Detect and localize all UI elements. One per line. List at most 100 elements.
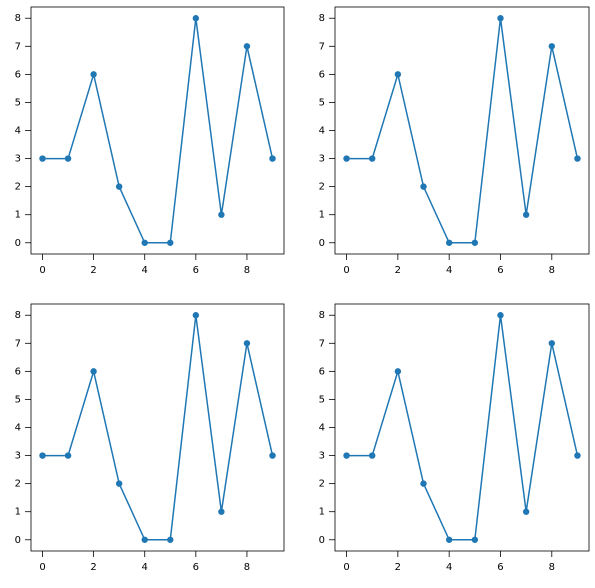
x-tick-label: 8 bbox=[244, 265, 250, 276]
x-tick-label: 2 bbox=[395, 265, 401, 276]
marker bbox=[522, 508, 530, 515]
marker bbox=[115, 480, 123, 487]
marker bbox=[64, 155, 72, 162]
marker bbox=[394, 71, 402, 78]
x-tick-label: 8 bbox=[244, 562, 250, 573]
line bbox=[42, 315, 274, 541]
y-tick-label: 2 bbox=[15, 182, 21, 193]
marker bbox=[369, 452, 376, 459]
y-tick-label: 6 bbox=[15, 69, 21, 80]
marker bbox=[90, 368, 97, 375]
y-tick-label: 5 bbox=[319, 97, 325, 108]
marker bbox=[218, 508, 225, 515]
marker bbox=[141, 536, 148, 543]
marker bbox=[420, 480, 427, 487]
x-tick-label: 6 bbox=[497, 562, 503, 573]
y-tick-label: 6 bbox=[319, 69, 325, 80]
y-tick-label: 0 bbox=[15, 535, 21, 546]
x-tick-label: 8 bbox=[549, 265, 555, 276]
y-tick-label: 1 bbox=[15, 210, 21, 221]
x-tick-label: 4 bbox=[446, 562, 452, 573]
y-tick-label: 8 bbox=[15, 310, 21, 321]
marker bbox=[548, 43, 555, 50]
x-tick-label: 4 bbox=[142, 562, 148, 573]
x-tick-label: 4 bbox=[142, 265, 148, 276]
y-tick-label: 7 bbox=[15, 41, 21, 52]
y-tick-label: 8 bbox=[319, 310, 325, 321]
marker bbox=[269, 452, 276, 459]
marker bbox=[369, 155, 376, 162]
x-tick-label: 0 bbox=[39, 265, 45, 276]
x-tick-label: 0 bbox=[39, 562, 45, 573]
y-tick-label: 6 bbox=[319, 366, 325, 377]
marker bbox=[192, 312, 200, 319]
y-tick-label: 5 bbox=[319, 394, 325, 405]
marker bbox=[269, 155, 276, 162]
marker bbox=[471, 536, 479, 543]
marker bbox=[394, 368, 402, 375]
marker bbox=[343, 155, 350, 162]
marker bbox=[167, 239, 174, 246]
marker bbox=[497, 312, 504, 319]
line bbox=[346, 18, 579, 244]
y-tick-label: 2 bbox=[319, 182, 325, 193]
x-tick-label: 6 bbox=[193, 562, 199, 573]
marker bbox=[192, 15, 200, 22]
y-tick-label: 5 bbox=[15, 97, 21, 108]
x-tick-label: 6 bbox=[497, 265, 503, 276]
y-tick-label: 3 bbox=[319, 154, 325, 165]
marker bbox=[115, 183, 123, 190]
y-tick-label: 0 bbox=[319, 238, 325, 249]
y-tick-label: 0 bbox=[319, 535, 325, 546]
y-tick-label: 1 bbox=[15, 507, 21, 518]
x-tick-label: 6 bbox=[193, 265, 199, 276]
marker bbox=[574, 452, 581, 459]
marker bbox=[64, 452, 72, 459]
marker bbox=[90, 71, 97, 78]
marker bbox=[141, 239, 148, 246]
y-tick-label: 6 bbox=[15, 366, 21, 377]
y-tick-label: 8 bbox=[319, 13, 325, 24]
y-tick-label: 7 bbox=[15, 338, 21, 349]
x-tick-label: 0 bbox=[343, 265, 349, 276]
y-tick-label: 3 bbox=[319, 451, 325, 462]
y-tick-label: 5 bbox=[15, 394, 21, 405]
marker bbox=[167, 536, 174, 543]
y-tick-label: 4 bbox=[15, 423, 21, 434]
marker bbox=[548, 340, 555, 347]
marker bbox=[420, 183, 427, 190]
line bbox=[346, 315, 579, 541]
y-tick-label: 7 bbox=[319, 338, 325, 349]
y-tick-label: 3 bbox=[15, 451, 21, 462]
x-tick-label: 2 bbox=[90, 562, 96, 573]
y-tick-label: 1 bbox=[319, 507, 325, 518]
x-tick-label: 2 bbox=[90, 265, 96, 276]
marker bbox=[243, 43, 251, 50]
y-tick-label: 8 bbox=[15, 13, 21, 24]
y-tick-label: 0 bbox=[15, 238, 21, 249]
marker bbox=[522, 211, 530, 218]
marker bbox=[243, 340, 251, 347]
marker bbox=[39, 452, 46, 459]
marker bbox=[471, 239, 479, 246]
marker bbox=[497, 15, 504, 22]
y-tick-label: 4 bbox=[319, 126, 325, 137]
y-tick-label: 2 bbox=[319, 479, 325, 490]
y-tick-label: 7 bbox=[319, 41, 325, 52]
marker bbox=[343, 452, 350, 459]
marker bbox=[574, 155, 581, 162]
y-tick-label: 4 bbox=[319, 423, 325, 434]
y-tick-label: 2 bbox=[15, 479, 21, 490]
y-tick-label: 3 bbox=[15, 154, 21, 165]
x-tick-label: 4 bbox=[446, 265, 452, 276]
y-tick-label: 1 bbox=[319, 210, 325, 221]
x-tick-label: 8 bbox=[549, 562, 555, 573]
marker bbox=[39, 155, 46, 162]
marker bbox=[445, 239, 453, 246]
y-tick-label: 4 bbox=[15, 126, 21, 137]
marker bbox=[218, 211, 225, 218]
x-tick-label: 0 bbox=[343, 562, 349, 573]
line bbox=[42, 18, 274, 244]
x-tick-label: 2 bbox=[395, 562, 401, 573]
